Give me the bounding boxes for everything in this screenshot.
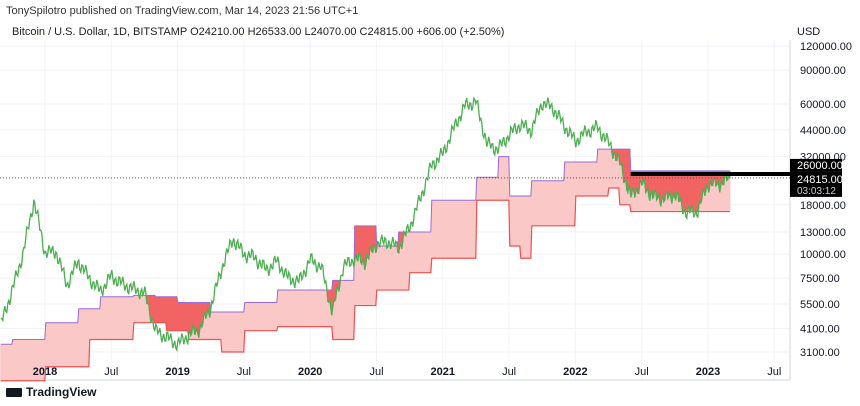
resistance-price-box bbox=[790, 158, 842, 172]
bar-countdown-label: 03:03:12 bbox=[797, 186, 836, 197]
y-tick-label: 3100.00 bbox=[800, 347, 840, 359]
x-tick-label: 2021 bbox=[431, 366, 455, 378]
cloud-lower-line bbox=[0, 187, 730, 382]
tradingview-logo-icon bbox=[6, 387, 22, 397]
publisher-credit: TonySpilotro published on TradingView.co… bbox=[6, 5, 359, 17]
y-tick-label: 13000.00 bbox=[800, 227, 846, 239]
x-tick-label: 2023 bbox=[696, 366, 720, 378]
x-tick-label: 2022 bbox=[563, 366, 587, 378]
y-tick-label: 120000.00 bbox=[800, 41, 852, 53]
symbol-legend: Bitcoin / U.S. Dollar, 1D, BITSTAMP O242… bbox=[12, 26, 505, 38]
last-price-box bbox=[790, 171, 842, 197]
tradingview-logo[interactable]: TradingView bbox=[6, 385, 96, 399]
last-price-label: 24815.00 bbox=[797, 174, 843, 186]
y-tick-label: 7500.00 bbox=[800, 273, 840, 285]
y-tick-label: 10000.00 bbox=[800, 249, 846, 261]
x-tick-label: 2020 bbox=[298, 366, 322, 378]
x-tick-label: 2019 bbox=[165, 366, 189, 378]
x-tick-label: 2018 bbox=[33, 366, 57, 378]
x-tick-label: Jul bbox=[502, 366, 516, 378]
x-tick-label: Jul bbox=[767, 366, 781, 378]
currency-label: USD bbox=[797, 26, 821, 38]
price-line bbox=[0, 96, 731, 353]
brand-label: TradingView bbox=[26, 385, 97, 399]
x-tick-label: Jul bbox=[104, 366, 118, 378]
y-tick-label: 60000.00 bbox=[800, 99, 846, 111]
cloud-upper-line bbox=[0, 148, 730, 345]
resistance-price-label: 26000.00 bbox=[797, 160, 843, 172]
y-tick-label: 44000.00 bbox=[800, 125, 846, 137]
x-tick-label: Jul bbox=[369, 366, 383, 378]
y-tick-label: 18000.00 bbox=[800, 200, 846, 212]
y-tick-label: 4100.00 bbox=[800, 324, 840, 336]
y-tick-label: 90000.00 bbox=[800, 65, 846, 77]
y-tick-label: 5500.00 bbox=[800, 299, 840, 311]
x-tick-label: Jul bbox=[635, 366, 649, 378]
x-tick-label: Jul bbox=[237, 366, 251, 378]
